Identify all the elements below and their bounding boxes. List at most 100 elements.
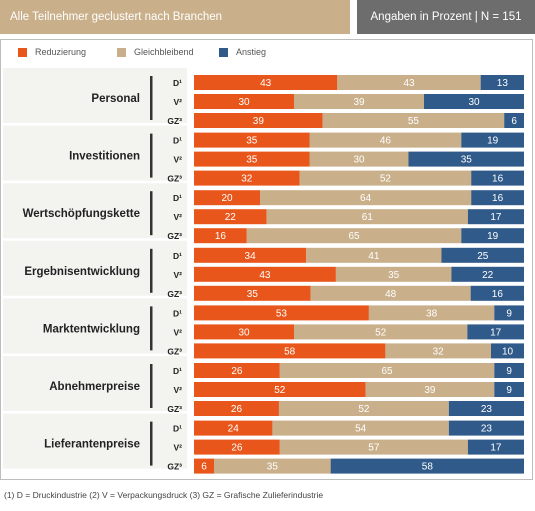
- data-label: 16: [492, 174, 504, 185]
- data-label: 9: [506, 366, 512, 377]
- row-label: D¹: [173, 251, 182, 261]
- row-label: D¹: [173, 308, 182, 318]
- bar-segment: [424, 94, 524, 109]
- data-label: 53: [276, 308, 288, 319]
- data-label: 58: [284, 346, 296, 357]
- bar-segment: [441, 247, 524, 263]
- data-label: 26: [231, 443, 243, 454]
- row-label: V²: [174, 443, 183, 453]
- bar-segment: [194, 170, 300, 186]
- bar-segment: [309, 151, 409, 167]
- bar-segment: [294, 324, 468, 340]
- data-label: 20: [221, 193, 233, 204]
- group-background: [3, 125, 187, 181]
- data-label: 65: [348, 231, 360, 242]
- bar-segment: [451, 266, 524, 282]
- row-label: V²: [174, 270, 183, 280]
- legend-swatch-reduzierung: [18, 47, 27, 57]
- bar-segment: [467, 324, 524, 340]
- bar-segment: [448, 420, 524, 436]
- data-label: 6: [201, 462, 207, 473]
- data-label: 9: [506, 385, 512, 396]
- data-label: 52: [358, 404, 370, 415]
- row-label: V²: [174, 327, 183, 337]
- legend-item-gleichbleibend: Gleichbleibend: [117, 47, 194, 57]
- data-label: 35: [246, 136, 258, 147]
- data-label: 16: [492, 193, 504, 204]
- group-background: [3, 413, 187, 469]
- legend-swatch-anstieg: [219, 47, 228, 57]
- bar-segment: [194, 190, 260, 206]
- bar-segment: [467, 439, 524, 455]
- data-label: 22: [225, 212, 237, 223]
- data-label: 17: [490, 443, 502, 454]
- row-label: GZ³: [167, 116, 182, 126]
- bar-segment: [461, 228, 524, 244]
- bar-segment: [194, 75, 338, 90]
- bar-segment: [194, 266, 336, 282]
- row-label: GZ³: [167, 174, 182, 184]
- bar-segment: [494, 305, 524, 321]
- data-label: 41: [368, 251, 380, 262]
- data-label: 61: [362, 212, 374, 223]
- data-label: 25: [477, 251, 489, 262]
- chart-legend: Reduzierung Gleichbleibend Anstieg: [0, 47, 535, 63]
- bar-segment: [309, 132, 462, 148]
- header-sample-text: Angaben in Prozent | N = 151: [370, 11, 522, 23]
- data-label: 19: [487, 231, 499, 242]
- data-label: 57: [368, 443, 380, 454]
- group-label: Lieferantenpreise: [44, 439, 140, 451]
- data-label: 17: [490, 212, 502, 223]
- bar-segment: [471, 190, 524, 206]
- bar-segment: [330, 458, 524, 474]
- row-label: V²: [174, 212, 183, 222]
- data-label: 35: [246, 155, 258, 166]
- bar-segment: [467, 209, 524, 225]
- bar-segment: [194, 209, 267, 225]
- bar-segment: [461, 132, 524, 148]
- group-label: Marktentwicklung: [43, 323, 140, 335]
- data-label: 32: [433, 346, 445, 357]
- data-label: 23: [481, 404, 493, 415]
- group-background: [3, 298, 187, 354]
- row-label: D¹: [173, 424, 182, 434]
- bar-segment: [480, 75, 524, 90]
- group-bracket: [150, 76, 153, 120]
- group-bracket: [150, 306, 153, 351]
- legend-label-anstieg: Anstieg: [236, 47, 267, 57]
- group-bracket: [150, 364, 153, 408]
- data-label: 6: [511, 116, 517, 127]
- row-label: V²: [174, 155, 183, 165]
- header-sample-info: Angaben in Prozent | N = 151: [357, 0, 535, 34]
- bar-segment: [272, 420, 449, 436]
- data-label: 35: [388, 270, 400, 281]
- data-label: 43: [403, 78, 415, 89]
- bar-segment: [279, 363, 495, 378]
- bar-segment: [194, 285, 311, 301]
- bar-segment: [246, 228, 462, 244]
- bar-segment: [494, 363, 524, 378]
- row-label: GZ³: [167, 346, 182, 356]
- row-label: GZ³: [167, 462, 182, 472]
- bar-segment: [494, 382, 524, 397]
- row-label: V²: [174, 385, 183, 395]
- group-background: [3, 183, 187, 239]
- data-label: 17: [490, 327, 502, 338]
- bar-segment: [194, 343, 386, 359]
- data-label: 34: [245, 251, 257, 262]
- data-label: 9: [506, 308, 512, 319]
- bar-segment: [385, 343, 491, 359]
- bar-segment: [294, 94, 424, 109]
- legend-swatch-gleichbleibend: [117, 47, 126, 57]
- bar-segment: [299, 170, 472, 186]
- header-title-text: Alle Teilnehmer geclustert nach Branchen: [10, 11, 223, 23]
- group-bracket: [150, 191, 153, 236]
- bar-segment: [194, 401, 279, 416]
- data-label: 19: [487, 136, 499, 147]
- row-label: GZ³: [167, 289, 182, 299]
- data-label: 54: [355, 424, 367, 435]
- bar-segment: [337, 75, 481, 90]
- bar-segment: [368, 305, 495, 321]
- bar-segment: [194, 382, 366, 397]
